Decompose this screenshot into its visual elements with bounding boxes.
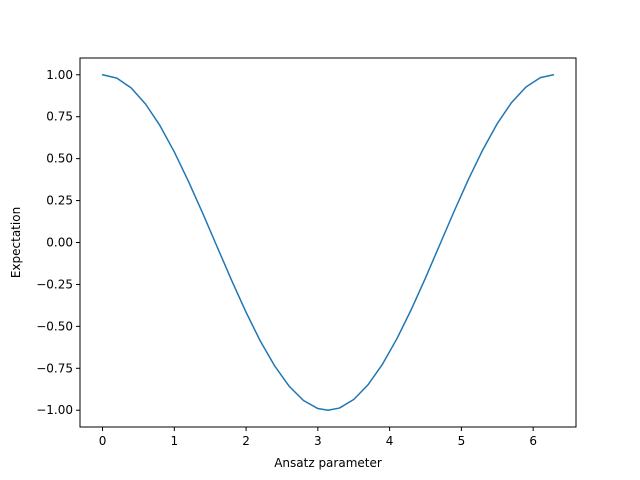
y-tick-label: −0.50	[36, 319, 73, 333]
series-line-0	[101, 74, 555, 411]
x-tick-label: 6	[529, 434, 537, 448]
y-tick-label: 0.00	[46, 236, 73, 250]
y-tick-label: 0.50	[46, 152, 73, 166]
x-tick-label: 1	[170, 434, 178, 448]
x-axis: 0 1 2 3 4 5 6	[99, 427, 537, 448]
y-axis-label: Expectation	[9, 207, 23, 278]
x-tick-label: 4	[386, 434, 394, 448]
x-tick-label: 3	[314, 434, 322, 448]
plot-area	[101, 74, 555, 411]
y-axis: −1.00 −0.75 −0.50 −0.25 0.00 0.25 0.50 0.75 1.00	[36, 68, 80, 417]
y-tick-label: 0.75	[46, 110, 73, 124]
x-axis-label: Ansatz parameter	[274, 456, 382, 470]
y-tick-label: 1.00	[46, 68, 73, 82]
y-tick-label: −0.75	[36, 361, 73, 375]
y-tick-label: −1.00	[36, 403, 73, 417]
x-tick-label: 5	[458, 434, 466, 448]
y-tick-label: 0.25	[46, 194, 73, 208]
axes-frame	[79, 57, 577, 428]
x-tick-label: 2	[242, 434, 250, 448]
y-tick-label: −0.25	[36, 277, 73, 291]
x-tick-label: 0	[99, 434, 107, 448]
